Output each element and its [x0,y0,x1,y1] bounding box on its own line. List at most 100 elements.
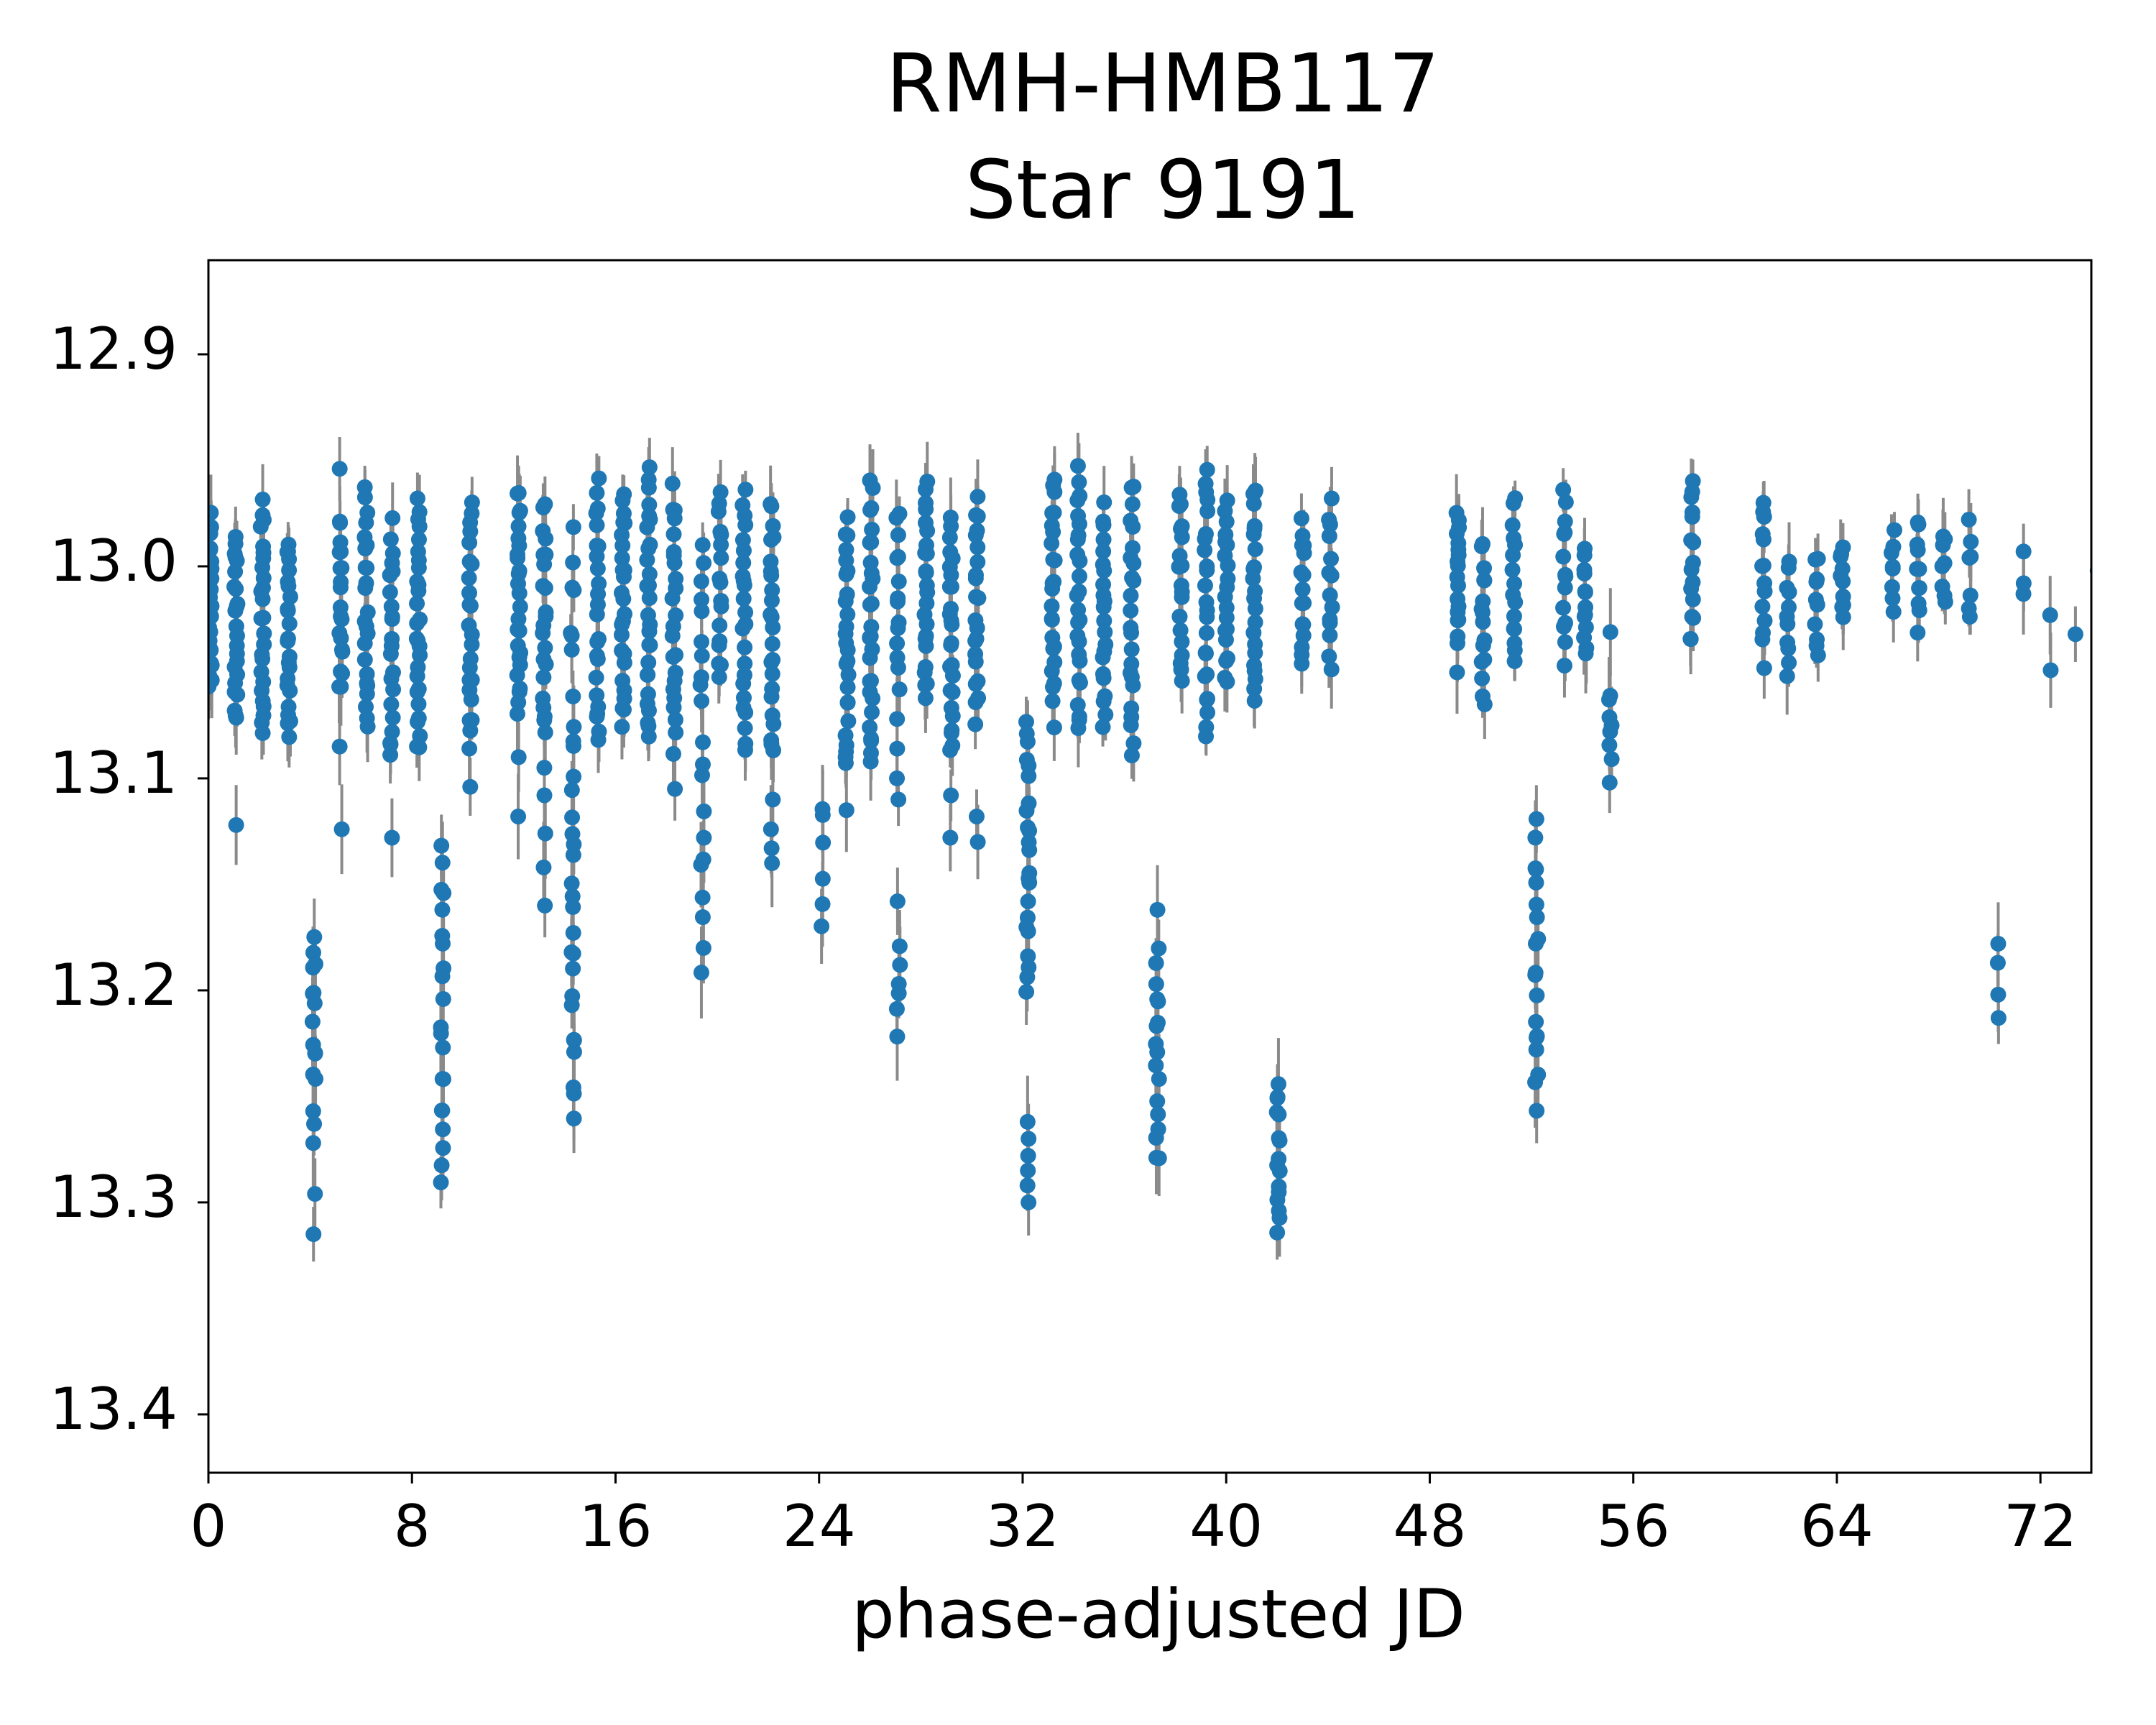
data-point [614,538,631,554]
data-point [357,580,374,597]
data-point [510,694,527,711]
data-point [412,647,428,663]
data-point [435,990,451,1007]
data-point [1247,645,1263,661]
data-point [1044,581,1061,597]
data-point [839,527,856,543]
data-point [815,834,831,851]
data-point [566,768,582,785]
data-point [208,678,217,695]
x-tick-label: 8 [393,1493,430,1560]
data-point [943,579,959,595]
data-point [208,525,218,542]
data-point [1125,677,1141,694]
data-point [409,684,425,700]
data-point [614,719,630,735]
data-point [711,617,728,634]
data-point [1123,602,1139,619]
data-point [918,638,934,654]
data-point [1473,538,1490,555]
data-point [536,712,553,728]
data-point [538,656,554,673]
data-point [433,1174,449,1191]
data-point [666,510,683,527]
data-point [511,505,528,521]
data-point [1125,519,1141,535]
data-point [208,541,218,558]
data-point [765,791,781,808]
data-point [1557,494,1574,510]
data-point [1123,717,1139,734]
data-point [1833,548,1849,565]
data-point [763,689,780,705]
data-point [765,529,782,546]
data-point [865,479,881,496]
data-point [1044,679,1061,696]
data-point [1199,666,1215,683]
data-point [919,523,936,539]
data-point [918,563,934,579]
data-point [891,681,908,698]
data-point [229,686,246,703]
data-point [1810,647,1826,663]
data-point [382,645,399,662]
data-point [1756,583,1773,599]
data-point [1576,566,1593,582]
data-point [1808,574,1825,590]
data-point [1218,513,1235,530]
data-point [563,944,580,960]
x-tick-label: 24 [782,1493,856,1560]
data-point [409,615,425,632]
data-point [228,581,244,597]
x-tick-label: 32 [986,1493,1059,1560]
data-point [737,482,754,498]
data-point [890,574,907,590]
data-point [1323,661,1340,678]
data-point [840,666,857,683]
data-point [1321,648,1337,665]
data-point [1171,608,1188,625]
data-point [1322,587,1338,604]
data-point [306,995,323,1011]
data-point [713,598,729,615]
data-point [1506,653,1523,669]
data-point [712,484,729,500]
data-point [1476,696,1493,712]
data-point [1450,577,1466,594]
data-point [1123,748,1140,764]
data-point [1961,609,1978,625]
data-point [888,1000,905,1017]
data-point [888,510,905,526]
data-point [1247,541,1263,558]
data-point [1294,656,1310,672]
y-tick-label: 13.2 [49,951,178,1018]
data-point [664,475,681,492]
data-point [890,620,906,636]
data-layer [208,433,2091,1262]
data-point [305,960,321,976]
data-point [1555,618,1572,635]
data-point [462,722,479,739]
data-point [862,753,879,770]
data-point [589,633,606,650]
data-point [763,654,780,671]
data-point [890,985,907,1001]
data-point [208,505,219,521]
data-point [1884,590,1901,607]
data-point [382,531,399,548]
data-point [1962,587,1978,604]
y-tick-label: 13.4 [49,1375,178,1443]
data-point [968,630,985,647]
data-point [1961,511,1977,528]
data-point [1505,495,1521,512]
data-point [839,694,856,711]
data-point [566,719,582,735]
data-point [305,1226,322,1243]
data-point [1683,561,1700,578]
data-point [410,714,426,730]
data-point [590,732,607,748]
data-point [889,635,906,652]
data-point [1046,638,1062,655]
data-point [763,607,779,623]
data-point [537,724,553,741]
